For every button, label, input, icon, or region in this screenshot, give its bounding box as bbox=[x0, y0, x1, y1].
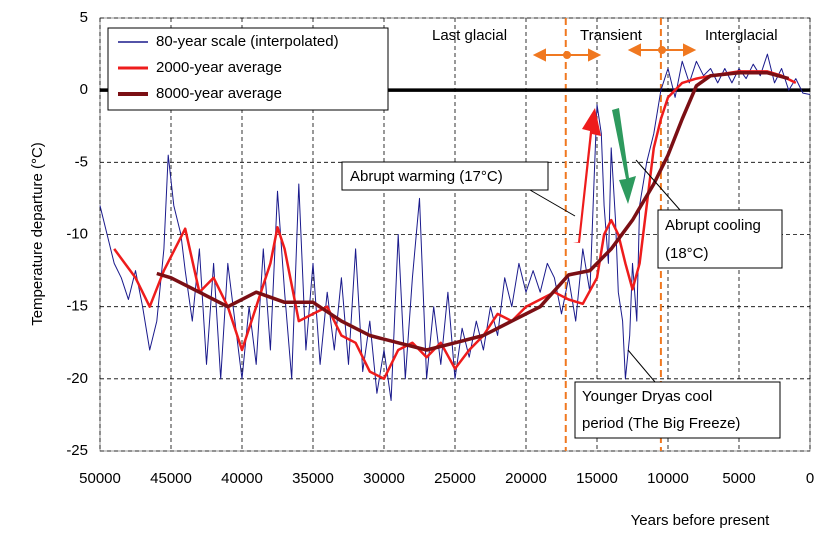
x-tick-label: 20000 bbox=[505, 470, 547, 487]
legend-label: 8000-year average bbox=[156, 85, 282, 102]
x-tick-label: 5000 bbox=[722, 470, 755, 487]
x-tick-label: 35000 bbox=[292, 470, 334, 487]
data-line bbox=[113, 70, 797, 381]
labels: Last glacial Transient Interglacial Abru… bbox=[29, 27, 783, 529]
arrowhead bbox=[532, 48, 546, 62]
dot bbox=[563, 51, 571, 59]
pointer bbox=[635, 159, 681, 211]
y-axis-label: Temperature departure (°C) bbox=[29, 142, 46, 326]
arrowhead bbox=[683, 43, 697, 57]
arrowhead bbox=[627, 43, 641, 57]
x-tick-label: 15000 bbox=[576, 470, 618, 487]
annotation: Abrupt warming (17°C) bbox=[350, 168, 503, 185]
pointer bbox=[529, 189, 576, 217]
x-tick-label: 45000 bbox=[150, 470, 192, 487]
annotation: Younger Dryas cool bbox=[582, 388, 712, 405]
callout bbox=[574, 381, 781, 439]
y-tick-label: -5 bbox=[75, 153, 88, 170]
annotation: Abrupt cooling bbox=[665, 217, 761, 234]
y-tick-label: 5 bbox=[80, 9, 88, 26]
y-tick-label: -10 bbox=[66, 225, 88, 242]
legend: 80-year scale (interpolated) 2000-year av… bbox=[107, 27, 389, 111]
cooling-arrow bbox=[612, 108, 636, 204]
x-tick-label: 10000 bbox=[647, 470, 689, 487]
legend-label: 2000-year average bbox=[156, 59, 282, 76]
annotation: Interglacial bbox=[705, 27, 778, 44]
x-tick-label: 30000 bbox=[363, 470, 405, 487]
x-tick-label: 25000 bbox=[434, 470, 476, 487]
dot bbox=[658, 46, 666, 54]
callout bbox=[341, 161, 549, 191]
annotation: Transient bbox=[580, 27, 643, 44]
y-tick-label: 0 bbox=[80, 81, 88, 98]
y-tick-label: -15 bbox=[66, 298, 88, 315]
x-tick-label: 50000 bbox=[79, 470, 121, 487]
x-axis-label: Years before present bbox=[631, 512, 771, 529]
x-tick-label: 40000 bbox=[221, 470, 263, 487]
phase-arrows bbox=[532, 43, 697, 62]
legend-box bbox=[107, 27, 389, 111]
y-tick-label: -25 bbox=[66, 442, 88, 459]
arrowhead bbox=[588, 48, 602, 62]
legend-label: 80-year scale (interpolated) bbox=[156, 33, 339, 50]
warming-arrow bbox=[573, 108, 601, 243]
callout bbox=[657, 209, 783, 269]
lines bbox=[99, 53, 811, 401]
x-tick-label: 0 bbox=[806, 470, 814, 487]
annotation: (18°C) bbox=[665, 245, 709, 262]
y-tick-label: -20 bbox=[66, 370, 88, 387]
annotation: Last glacial bbox=[432, 27, 507, 44]
data-line bbox=[99, 53, 811, 401]
annotation: period (The Big Freeze) bbox=[582, 415, 740, 432]
pointer bbox=[627, 349, 656, 383]
data-line bbox=[156, 71, 790, 352]
